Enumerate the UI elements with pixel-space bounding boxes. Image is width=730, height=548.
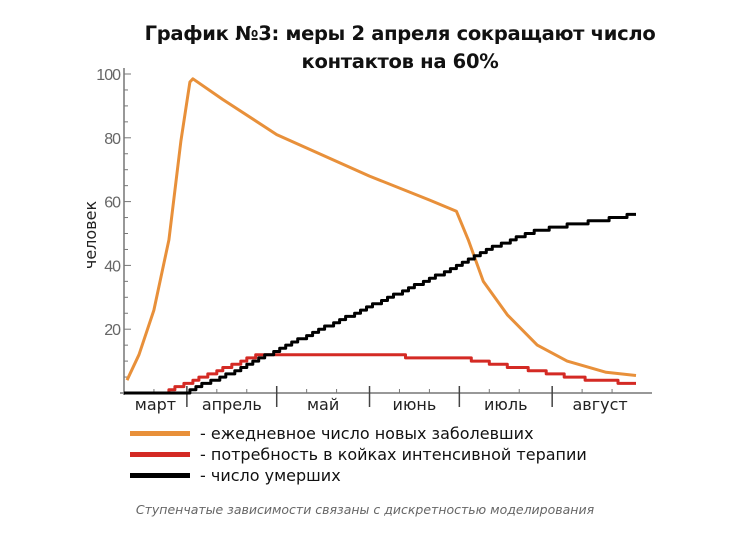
series-line-icu-beds — [124, 353, 636, 395]
footnote-caption: Ступенчатые зависимости связаны с дискре… — [135, 502, 595, 517]
y-axis-label: человек — [81, 201, 100, 270]
y-tick-label: 80 — [104, 131, 121, 148]
legend-item-icu-beds: - потребность в койках интенсивной терап… — [130, 444, 587, 464]
series-line-new-cases — [125, 77, 637, 381]
legend-item-new-cases: - ежедневное число новых заболевших — [130, 423, 534, 443]
y-tick-label: 100 — [96, 67, 121, 84]
x-tick-label-5: август — [572, 395, 627, 414]
legend-label: - ежедневное число новых заболевших — [200, 423, 534, 443]
legend-label: - число умерших — [200, 465, 341, 485]
x-tick-label-3: июнь — [393, 395, 437, 414]
y-tick-label: 60 — [104, 195, 121, 212]
x-tick-label-4: июль — [484, 395, 528, 414]
chart-title-line1: График №3: меры 2 апреля сокращают число — [144, 22, 656, 45]
y-tick-label: 40 — [104, 258, 121, 275]
chart-title-line2: контактов на 60% — [301, 50, 499, 73]
x-tick-label-1: апрель — [202, 395, 262, 414]
legend-swatch-orange — [130, 430, 190, 436]
series-lines — [124, 77, 637, 395]
x-tick-label-0: март — [135, 395, 176, 414]
x-tick-label-2: май — [307, 395, 339, 414]
axes: 20 40 60 80 100 март апрель май июнь июль август — [96, 67, 652, 414]
legend-swatch-red — [130, 451, 190, 457]
series-line-deaths — [124, 212, 636, 395]
y-tick-label: 20 — [104, 322, 121, 339]
legend-item-deaths: - число умерших — [130, 465, 341, 485]
legend-label: - потребность в койках интенсивной терап… — [200, 444, 587, 464]
legend-swatch-black — [130, 472, 190, 478]
